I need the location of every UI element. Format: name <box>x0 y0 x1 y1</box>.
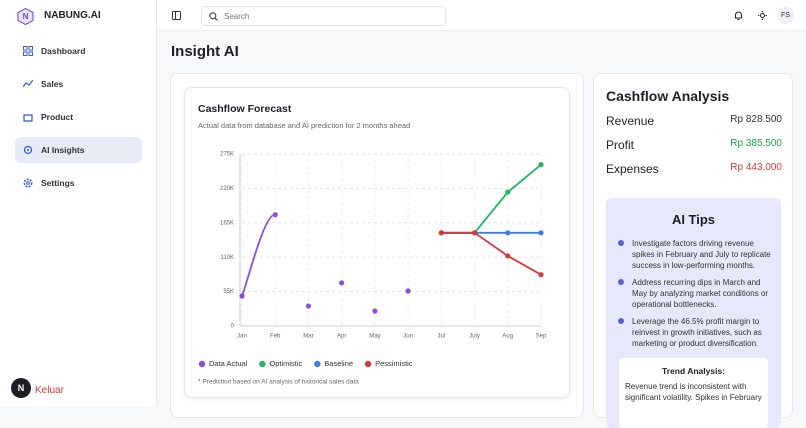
y-tick-label: 55K <box>223 289 234 295</box>
tip: Address recurring dips in March and May … <box>618 277 774 310</box>
chart-title: Cashflow Forecast <box>198 103 292 115</box>
row-value: Rp 828.500 <box>730 114 782 125</box>
nav-label: Settings <box>41 178 75 188</box>
analysis-row: Expenses Rp 443.000 <box>606 162 782 176</box>
page-title: Insight AI <box>171 43 239 60</box>
trend-box: Trend Analysis: Revenue trend is inconsi… <box>619 358 768 428</box>
user-avatar[interactable]: FS <box>777 7 794 24</box>
legend-swatch <box>259 360 266 368</box>
tips-box: AI Tips Investigate factors driving reve… <box>606 198 781 428</box>
x-tick-label: Apr <box>337 334 346 340</box>
row-label: Profit <box>606 138 635 152</box>
data-point <box>438 230 444 236</box>
legend-swatch <box>364 360 372 368</box>
data-point <box>471 230 478 236</box>
data-point <box>272 212 278 218</box>
legend-label: Data Actual <box>209 359 248 368</box>
x-tick-label: Sep <box>536 334 547 340</box>
analysis-row: Profit Rp 385.500 <box>606 138 782 152</box>
x-tick-label: Jun <box>403 334 413 340</box>
data-point <box>339 280 345 286</box>
analysis-title: Cashflow Analysis <box>606 88 730 104</box>
chart-footnote: * Prediction based on AI analysis of his… <box>198 379 359 386</box>
nav-label: Sales <box>41 79 64 89</box>
y-tick-label: 110K <box>220 255 234 261</box>
x-tick-label: Feb <box>270 334 281 340</box>
data-point <box>505 230 511 236</box>
y-tick-label: 275K <box>220 152 234 158</box>
nav-item[interactable]: Product <box>15 104 142 130</box>
x-tick-label: Jul <box>437 334 445 340</box>
svg-text:N: N <box>23 12 29 21</box>
x-tick-label: May <box>369 334 380 340</box>
header: Search FS <box>157 0 806 31</box>
analysis-row: Revenue Rp 828.500 <box>606 114 782 128</box>
brand: NABUNG.AI <box>44 10 101 21</box>
data-point <box>538 230 544 236</box>
legend-label: Optimistic <box>269 359 302 368</box>
nav-label: AI Insights <box>41 145 85 155</box>
data-point <box>538 162 544 168</box>
tip: Leverage the 46.5% profit margin to rein… <box>618 316 774 349</box>
avatar[interactable]: N <box>11 378 31 398</box>
nav-label: Dashboard <box>41 46 86 56</box>
logo-icon: N <box>17 8 34 25</box>
tips-title: AI Tips <box>671 212 716 227</box>
trend-title: Trend Analysis: <box>662 366 725 376</box>
data-point <box>405 288 411 294</box>
search-box[interactable]: Search <box>201 6 446 26</box>
data-point <box>505 189 511 195</box>
sidebar: N NABUNG.AI Dashboard Sales Product AI I… <box>0 0 157 406</box>
chart: Cashflow Forecast Actual data from datab… <box>198 103 547 386</box>
nav-item[interactable]: AI Insights <box>15 137 142 163</box>
chart-subtitle: Actual data from database and AI predict… <box>198 121 410 130</box>
logout[interactable]: Keluar <box>35 385 64 396</box>
nav-item[interactable]: Dashboard <box>15 38 142 64</box>
x-tick-label: Mar <box>303 334 313 340</box>
chart-card: Cashflow Forecast Actual data from datab… <box>184 87 570 398</box>
legend-swatch <box>314 360 321 368</box>
tip: Investigate factors driving revenue spik… <box>618 238 774 271</box>
sidebar-toggle[interactable] <box>172 11 181 20</box>
row-value: Rp 385.500 <box>730 138 782 149</box>
search-placeholder: Search <box>224 12 250 21</box>
x-tick-label: Aug <box>502 334 513 340</box>
series-line <box>441 231 542 276</box>
nav-item[interactable]: Settings <box>15 170 142 196</box>
x-tick-label: July <box>469 334 480 340</box>
legend-swatch <box>198 360 206 368</box>
nav-item[interactable]: Sales <box>15 71 142 97</box>
data-point <box>372 308 378 314</box>
y-tick-label: 165K <box>220 220 234 226</box>
trend-text: Revenue trend is inconsistent with signi… <box>625 382 762 402</box>
nav-label: Product <box>41 112 74 122</box>
theme-icon[interactable] <box>758 11 767 20</box>
row-label: Revenue <box>606 114 655 128</box>
data-point <box>505 253 511 259</box>
legend-label: Pessimistic <box>375 359 413 368</box>
y-tick-label: 0 <box>231 324 235 330</box>
x-tick-label: Jan <box>237 334 247 340</box>
analysis-card: Cashflow Analysis Revenue Rp 828.500 Prof… <box>593 73 793 428</box>
bell-icon[interactable] <box>734 11 743 20</box>
series-line <box>241 213 276 297</box>
data-point <box>305 303 312 309</box>
data-point <box>239 293 245 299</box>
row-value: Rp 443.000 <box>730 162 782 173</box>
legend-label: Baseline <box>324 359 353 368</box>
y-tick-label: 220K <box>220 186 234 192</box>
data-point <box>538 272 544 278</box>
row-label: Expenses <box>606 162 659 176</box>
